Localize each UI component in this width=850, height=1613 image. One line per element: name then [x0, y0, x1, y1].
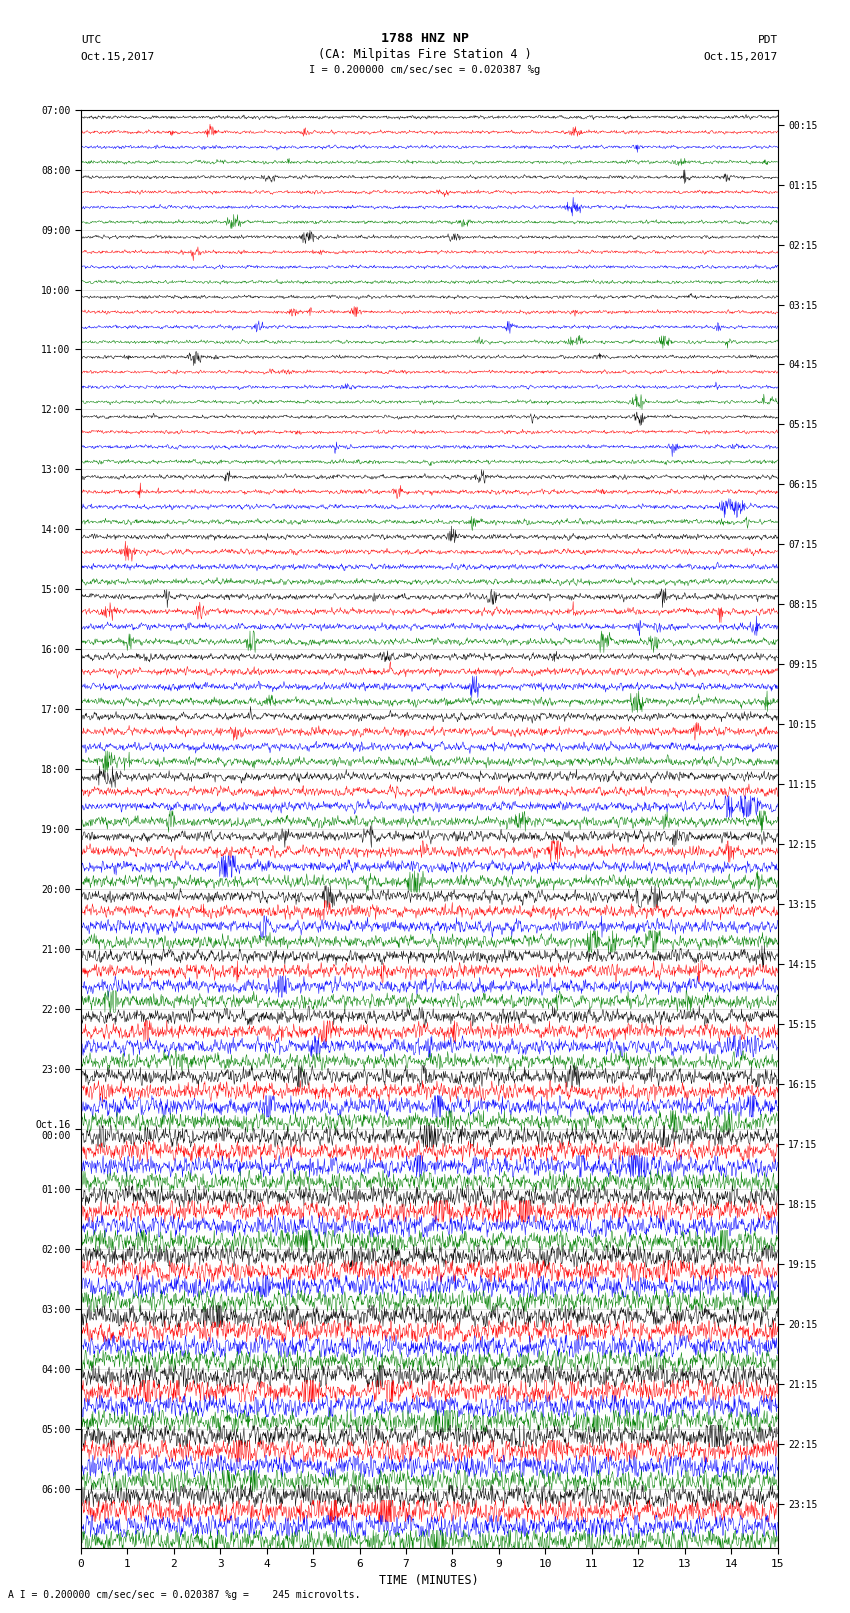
- Text: (CA: Milpitas Fire Station 4 ): (CA: Milpitas Fire Station 4 ): [318, 48, 532, 61]
- Text: I = 0.200000 cm/sec/sec = 0.020387 %g: I = 0.200000 cm/sec/sec = 0.020387 %g: [309, 65, 541, 74]
- Text: A I = 0.200000 cm/sec/sec = 0.020387 %g =    245 microvolts.: A I = 0.200000 cm/sec/sec = 0.020387 %g …: [8, 1590, 361, 1600]
- Text: PDT: PDT: [757, 35, 778, 45]
- Text: 1788 HNZ NP: 1788 HNZ NP: [381, 32, 469, 45]
- Text: Oct.15,2017: Oct.15,2017: [704, 52, 778, 61]
- Text: Oct.15,2017: Oct.15,2017: [81, 52, 155, 61]
- X-axis label: TIME (MINUTES): TIME (MINUTES): [379, 1574, 479, 1587]
- Text: UTC: UTC: [81, 35, 101, 45]
